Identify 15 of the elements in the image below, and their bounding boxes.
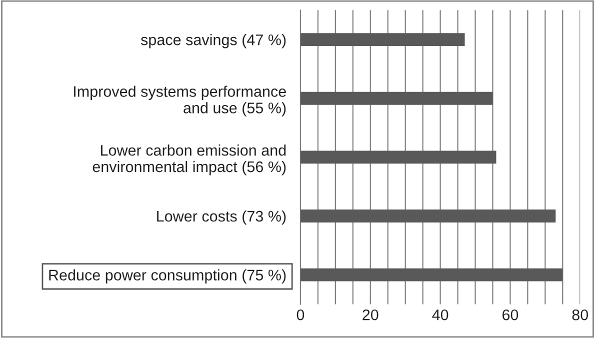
- bar: [300, 150, 496, 164]
- x-tick-label: 20: [362, 309, 378, 320]
- x-tick-label: 40: [432, 309, 448, 320]
- x-tick-label: 0: [296, 309, 304, 320]
- bar: [300, 92, 493, 105]
- y-tick-label: Lower carbon emission and environmental impact (56 %): [92, 144, 286, 176]
- y-tick-label: Lower costs (73 %): [157, 210, 286, 225]
- bar: [300, 268, 563, 282]
- y-tick-label: Improved systems performance and use (55 %): [74, 86, 286, 116]
- x-tick-label: 80: [572, 309, 588, 320]
- x-tick-label: 60: [502, 309, 518, 320]
- y-tick-label: Reduce power consumption (75 %): [49, 269, 286, 284]
- bar: [300, 210, 556, 222]
- bar: [300, 33, 465, 46]
- y-tick-label: space savings (47 %): [140, 34, 286, 48]
